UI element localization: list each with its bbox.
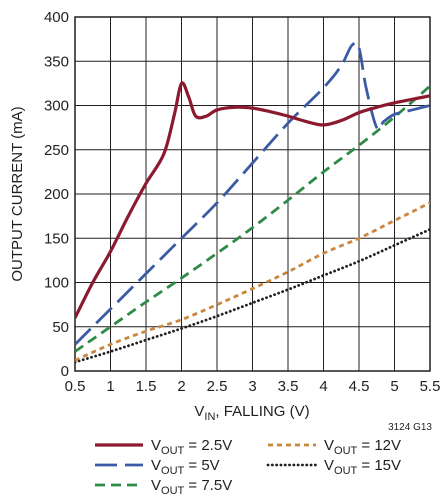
x-tick-label: 1.5: [136, 378, 157, 395]
x-axis-title-rest: , FALLING (V): [215, 403, 309, 420]
y-tick-labels: 0 50 100 150 200 250 300 350 400: [44, 9, 69, 380]
x-axis-title: VIN, FALLING (V): [194, 403, 309, 423]
grid: [75, 17, 430, 371]
series-line-vout-15v: [75, 228, 430, 364]
x-tick-label: 3: [248, 378, 256, 395]
x-tick-label: 0.5: [65, 378, 86, 395]
y-tick-label: 150: [44, 230, 69, 247]
x-tick-label: 2.5: [207, 378, 228, 395]
x-tick-label: 5: [390, 378, 398, 395]
x-tick-label: 4: [319, 378, 327, 395]
y-tick-label: 50: [52, 319, 69, 336]
series-line-vout-2-5v: [75, 81, 430, 319]
series-line-vout-7-5v: [75, 84, 430, 353]
legend-label: VOUT = 2.5V: [151, 437, 232, 457]
x-tick-label: 3.5: [278, 378, 299, 395]
y-tick-label: 250: [44, 142, 69, 159]
y-tick-label: 350: [44, 53, 69, 70]
y-tick-label: 100: [44, 275, 69, 292]
x-tick-label: 1: [106, 378, 114, 395]
series-layer: [75, 41, 430, 364]
y-axis-title: OUTPUT CURRENT (mA): [9, 106, 26, 281]
x-axis-title-v: V: [194, 403, 204, 420]
legend-label: VOUT = 7.5V: [151, 477, 232, 497]
y-tick-label: 0: [61, 363, 69, 380]
x-tick-labels: 0.5 1 1.5 2 2.5 3 3.5 4 4.5 5 5.5: [65, 378, 440, 395]
legend-label: VOUT = 5V: [151, 457, 220, 477]
x-axis-title-sub: IN: [204, 411, 215, 423]
x-tick-label: 4.5: [349, 378, 370, 395]
figure-note: 3124 G13: [388, 422, 432, 433]
y-tick-label: 200: [44, 186, 69, 203]
series-line-vout-5v: [75, 41, 430, 346]
y-tick-label: 300: [44, 98, 69, 115]
x-tick-label: 2: [177, 378, 185, 395]
y-tick-label: 400: [44, 9, 69, 26]
legend-label: VOUT = 12V: [324, 437, 401, 457]
x-tick-label: 5.5: [420, 378, 440, 395]
legend-label: VOUT = 15V: [324, 457, 401, 477]
series-line-vout-12v: [75, 201, 430, 362]
